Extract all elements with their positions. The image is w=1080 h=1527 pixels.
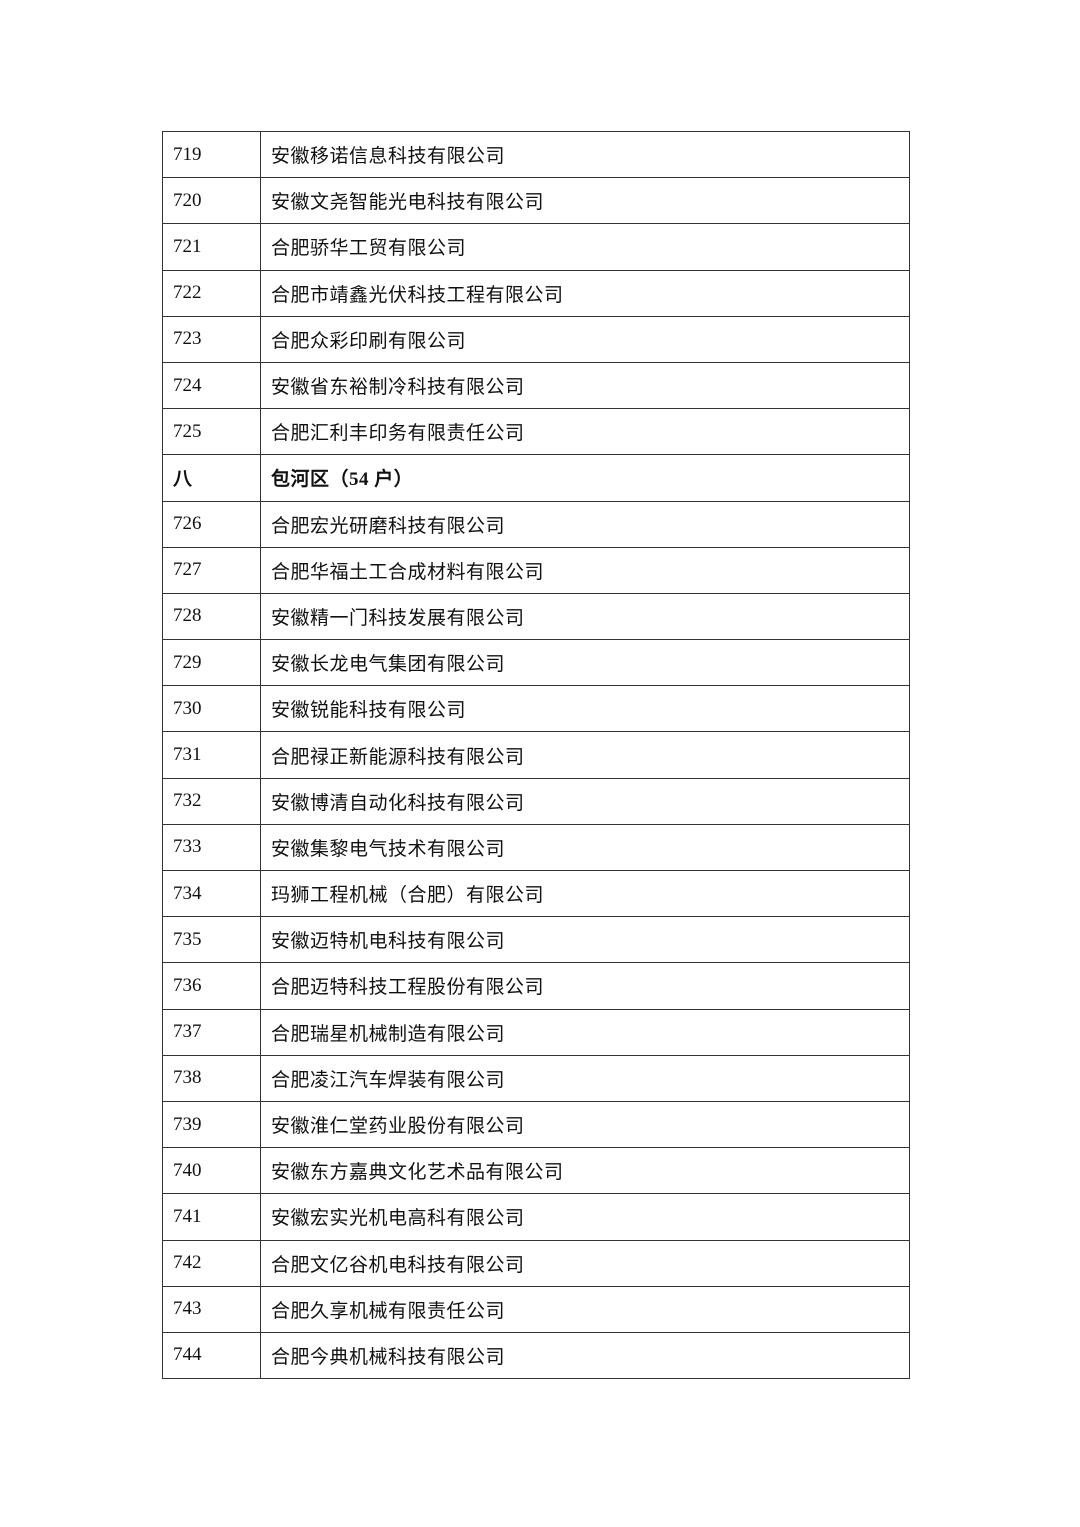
- table-row: 719 安徽移诺信息科技有限公司: [163, 132, 910, 179]
- table-row: 740 安徽东方嘉典文化艺术品有限公司: [163, 1148, 910, 1195]
- table-row: 735 安徽迈特机电科技有限公司: [163, 917, 910, 964]
- company-name: 合肥禄正新能源科技有限公司: [261, 732, 910, 779]
- table-row: 734 玛狮工程机械（合肥）有限公司: [163, 871, 910, 918]
- company-name: 玛狮工程机械（合肥）有限公司: [261, 871, 910, 918]
- company-name: 合肥凌江汽车焊装有限公司: [261, 1055, 910, 1102]
- table-row: 720 安徽文尧智能光电科技有限公司: [163, 178, 910, 225]
- table-row: 741 安徽宏实光机电高科有限公司: [163, 1194, 910, 1241]
- company-name: 安徽移诺信息科技有限公司: [261, 132, 910, 179]
- table-row: 729 安徽长龙电气集团有限公司: [163, 640, 910, 687]
- company-name: 合肥迈特科技工程股份有限公司: [261, 963, 910, 1010]
- row-number: 729: [163, 640, 261, 687]
- table-row: 723 合肥众彩印刷有限公司: [163, 316, 910, 363]
- row-number: 739: [163, 1101, 261, 1149]
- row-number: 740: [163, 1148, 261, 1195]
- row-number: 724: [163, 362, 261, 410]
- company-name: 安徽文尧智能光电科技有限公司: [261, 178, 910, 225]
- table-row: 725 合肥汇利丰印务有限责任公司: [163, 409, 910, 456]
- table-row: 744 合肥今典机械科技有限公司: [163, 1332, 910, 1380]
- company-name: 安徽省东裕制冷科技有限公司: [261, 362, 910, 410]
- row-number: 737: [163, 1009, 261, 1056]
- company-name: 安徽精一门科技发展有限公司: [261, 593, 910, 641]
- table-row: 724 安徽省东裕制冷科技有限公司: [163, 362, 910, 410]
- table-row: 736 合肥迈特科技工程股份有限公司: [163, 963, 910, 1010]
- row-number: 722: [163, 270, 261, 317]
- table-row: 728 安徽精一门科技发展有限公司: [163, 593, 910, 641]
- row-number: 720: [163, 178, 261, 225]
- company-name: 安徽东方嘉典文化艺术品有限公司: [261, 1148, 910, 1195]
- row-number: 726: [163, 501, 261, 548]
- table-row: 739 安徽淮仁堂药业股份有限公司: [163, 1101, 910, 1149]
- row-number: 738: [163, 1055, 261, 1102]
- company-name: 合肥文亿谷机电科技有限公司: [261, 1240, 910, 1287]
- company-name: 安徽集黎电气技术有限公司: [261, 824, 910, 871]
- table-row: 743 合肥久享机械有限责任公司: [163, 1286, 910, 1333]
- table-row: 737 合肥瑞星机械制造有限公司: [163, 1009, 910, 1056]
- company-name: 安徽迈特机电科技有限公司: [261, 917, 910, 964]
- row-number: 742: [163, 1240, 261, 1287]
- company-name: 合肥汇利丰印务有限责任公司: [261, 409, 910, 456]
- row-number: 733: [163, 824, 261, 871]
- table-row: 726 合肥宏光研磨科技有限公司: [163, 501, 910, 548]
- row-number: 736: [163, 963, 261, 1010]
- row-number: 735: [163, 917, 261, 964]
- row-number: 727: [163, 547, 261, 594]
- row-number: 732: [163, 778, 261, 825]
- company-name: 安徽锐能科技有限公司: [261, 686, 910, 733]
- company-name: 安徽长龙电气集团有限公司: [261, 640, 910, 687]
- table-row: 733 安徽集黎电气技术有限公司: [163, 824, 910, 871]
- table-row: 732 安徽博清自动化科技有限公司: [163, 778, 910, 825]
- row-number: 八: [163, 455, 261, 502]
- table-row: 738 合肥凌江汽车焊装有限公司: [163, 1055, 910, 1102]
- company-name: 合肥久享机械有限责任公司: [261, 1286, 910, 1333]
- company-name: 合肥市靖鑫光伏科技工程有限公司: [261, 270, 910, 317]
- table-row: 730 安徽锐能科技有限公司: [163, 686, 910, 733]
- company-name: 合肥瑞星机械制造有限公司: [261, 1009, 910, 1056]
- row-number: 730: [163, 686, 261, 733]
- row-number: 721: [163, 224, 261, 271]
- row-number: 744: [163, 1332, 261, 1380]
- row-number: 719: [163, 132, 261, 179]
- company-name: 合肥今典机械科技有限公司: [261, 1332, 910, 1380]
- row-number: 743: [163, 1286, 261, 1333]
- company-name: 合肥骄华工贸有限公司: [261, 224, 910, 271]
- company-name: 合肥宏光研磨科技有限公司: [261, 501, 910, 548]
- company-name: 合肥华福土工合成材料有限公司: [261, 547, 910, 594]
- table-row: 727 合肥华福土工合成材料有限公司: [163, 547, 910, 594]
- row-number: 725: [163, 409, 261, 456]
- row-number: 741: [163, 1194, 261, 1241]
- table-row: 721 合肥骄华工贸有限公司: [163, 224, 910, 271]
- table-row: 722 合肥市靖鑫光伏科技工程有限公司: [163, 270, 910, 317]
- row-number: 723: [163, 316, 261, 363]
- company-name: 包河区（54 户）: [261, 455, 910, 502]
- company-name: 安徽淮仁堂药业股份有限公司: [261, 1101, 910, 1149]
- company-name: 合肥众彩印刷有限公司: [261, 316, 910, 363]
- row-number: 734: [163, 871, 261, 918]
- table-row: 742 合肥文亿谷机电科技有限公司: [163, 1240, 910, 1287]
- company-table: 719 安徽移诺信息科技有限公司 720 安徽文尧智能光电科技有限公司 721 合肥骄华工…: [162, 131, 910, 1380]
- row-number: 728: [163, 593, 261, 641]
- company-name: 安徽宏实光机电高科有限公司: [261, 1194, 910, 1241]
- table-row: 731 合肥禄正新能源科技有限公司: [163, 732, 910, 779]
- table-row: 八包河区（54 户）: [163, 455, 910, 502]
- row-number: 731: [163, 732, 261, 779]
- company-name: 安徽博清自动化科技有限公司: [261, 778, 910, 825]
